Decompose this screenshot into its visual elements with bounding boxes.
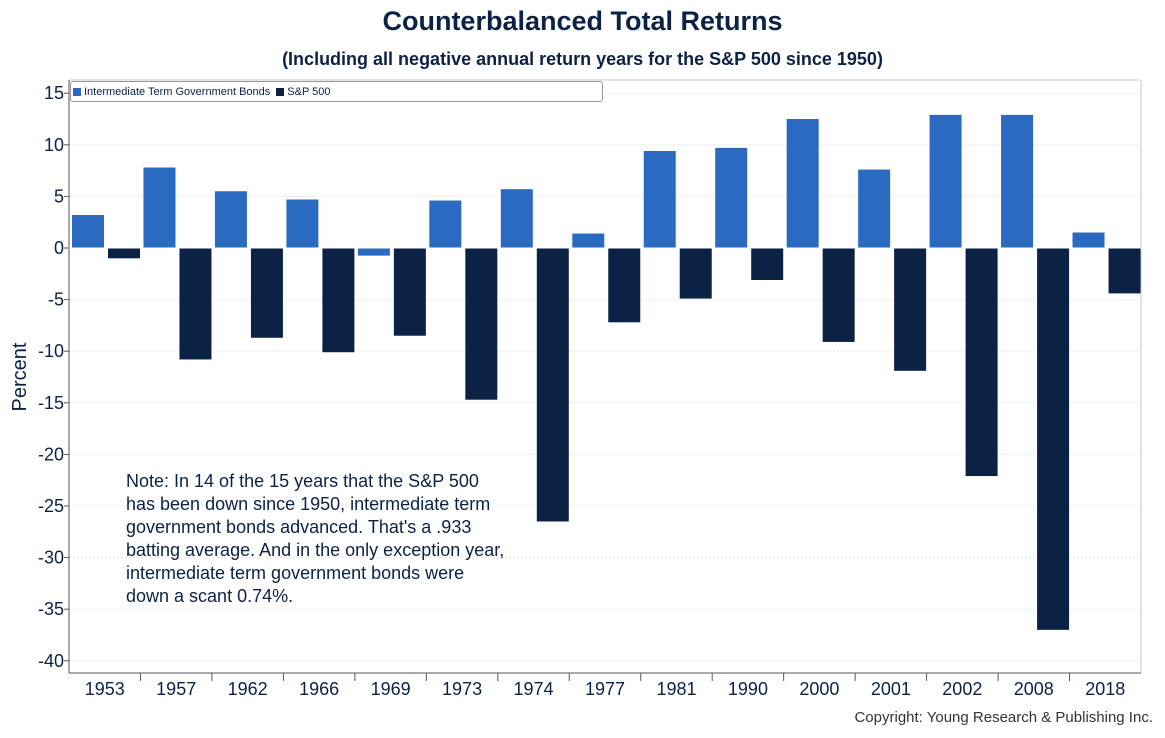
x-tick-label: 1973 [442, 679, 482, 699]
y-tick-label: -40 [38, 651, 64, 671]
bar-bonds [643, 150, 676, 248]
y-tick-label: -35 [38, 599, 64, 619]
x-tick-label: 1962 [228, 679, 268, 699]
legend-item-bonds: Intermediate Term Government Bonds [73, 86, 270, 98]
x-tick-label: 2008 [1014, 679, 1054, 699]
bar-bonds [429, 200, 462, 248]
y-tick-label: -20 [38, 444, 64, 464]
y-tick-label: 10 [44, 135, 64, 155]
bar-bonds [715, 147, 748, 248]
bar-bonds [1001, 114, 1034, 248]
x-tick-label: 2018 [1085, 679, 1125, 699]
bar-bonds [572, 233, 605, 248]
x-tick-label: 1957 [156, 679, 196, 699]
bar-sp500 [108, 248, 140, 259]
bar-bonds [786, 119, 819, 248]
y-tick-label: 0 [54, 238, 64, 258]
bar-sp500 [608, 248, 641, 323]
bar-sp500 [965, 248, 998, 477]
bar-bonds [929, 114, 962, 248]
x-tick-label: 1981 [656, 679, 696, 699]
legend-item-sp500: S&P 500 [276, 85, 331, 98]
x-tick-label: 1953 [85, 679, 125, 699]
chart-annotation: Note: In 14 of the 15 years that the S&P… [126, 471, 505, 606]
bar-bonds [1072, 232, 1105, 248]
legend: Intermediate Term Government Bonds S&P 5… [70, 81, 603, 102]
x-tick-label: 1990 [728, 679, 768, 699]
bar-sp500 [250, 248, 283, 338]
bar-bonds [72, 214, 104, 248]
bar-sp500 [822, 248, 855, 342]
bar-bonds [500, 189, 533, 248]
y-tick-label: -10 [38, 341, 64, 361]
bar-sp500 [679, 248, 712, 299]
bar-bonds [858, 169, 891, 248]
bar-sp500 [1037, 248, 1070, 630]
bar-sp500 [322, 248, 355, 353]
bar-sp500 [536, 248, 569, 522]
bar-bonds [143, 167, 176, 248]
y-axis-label: Percent [9, 342, 31, 411]
bar-sp500 [1108, 248, 1141, 294]
x-tick-label: 1966 [299, 679, 339, 699]
legend-swatch-bonds [73, 87, 81, 96]
chart-title: Counterbalanced Total Returns [382, 6, 783, 36]
legend-label-bonds: Intermediate Term Government Bonds [84, 85, 271, 98]
bar-sp500 [751, 248, 784, 280]
bar-sp500 [465, 248, 498, 400]
x-tick-label: 2000 [799, 679, 839, 699]
chart-subtitle: (Including all negative annual return ye… [282, 49, 883, 69]
x-tick-label: 1969 [371, 679, 411, 699]
x-tick-label: 1977 [585, 679, 625, 699]
bar-sp500 [179, 248, 212, 360]
y-tick-label: 15 [44, 83, 64, 103]
y-tick-label: 5 [54, 186, 64, 206]
x-tick-label: 2002 [942, 679, 982, 699]
bar-sp500 [393, 248, 426, 336]
bar-bonds [214, 191, 247, 248]
legend-label-sp500: S&P 500 [287, 85, 331, 98]
x-tick-label: 1974 [514, 679, 554, 699]
y-tick-label: -30 [38, 548, 64, 568]
y-tick-label: -5 [48, 290, 64, 310]
bar-sp500 [894, 248, 927, 371]
y-tick-label: -15 [38, 393, 64, 413]
bar-bonds [357, 248, 390, 256]
copyright-text: Copyright: Young Research & Publishing I… [854, 709, 1153, 726]
legend-swatch-sp500 [276, 87, 285, 96]
y-tick-label: -25 [38, 496, 64, 516]
bar-bonds [286, 199, 319, 248]
x-tick-label: 2001 [871, 679, 911, 699]
